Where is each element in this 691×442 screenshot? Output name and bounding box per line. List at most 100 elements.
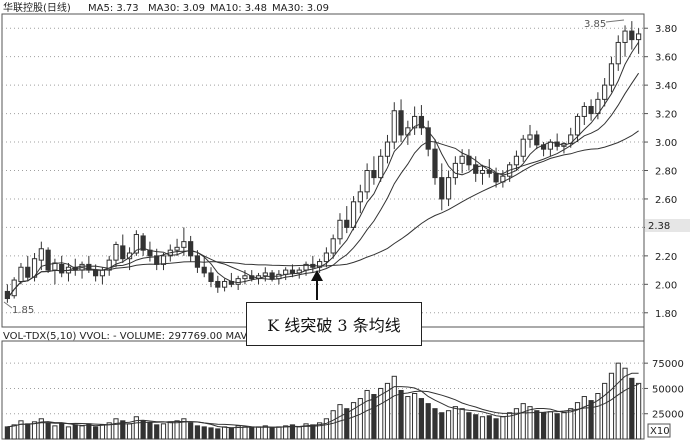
volume-bar-up bbox=[113, 418, 119, 440]
candle-up bbox=[581, 105, 587, 117]
candle-down bbox=[45, 249, 51, 271]
volume-bar-down bbox=[86, 423, 92, 440]
volume-bar-down bbox=[398, 389, 404, 440]
volume-bar-up bbox=[357, 398, 363, 440]
volume-bar-up bbox=[350, 402, 357, 440]
price-tick-label: 2.60 bbox=[655, 195, 677, 206]
volume-bar-up bbox=[636, 382, 642, 440]
candle-up bbox=[445, 177, 452, 200]
high-annotation-arrow bbox=[605, 19, 625, 23]
candle-up bbox=[574, 115, 581, 136]
volume-bar-down bbox=[208, 427, 214, 440]
volume-bar-up bbox=[126, 423, 133, 440]
volume-bar-up bbox=[520, 403, 526, 440]
candle-up bbox=[622, 30, 628, 43]
volume-bar-up bbox=[513, 408, 520, 440]
volume-bar-up bbox=[262, 425, 268, 440]
candle-down bbox=[588, 105, 594, 115]
volume-bar-up bbox=[303, 423, 309, 440]
volume-bar-up bbox=[615, 362, 621, 440]
volume-bar-up bbox=[568, 408, 574, 440]
volume-bar-up bbox=[412, 393, 418, 440]
volume-bar-down bbox=[466, 412, 472, 440]
candle-up bbox=[38, 248, 44, 261]
volume-bar-up bbox=[242, 426, 248, 440]
volume-tick-label: 25000 bbox=[652, 410, 684, 421]
candle-down bbox=[534, 134, 540, 146]
volume-header: VOL-TDX(5,10) VVOL: - VOLUME: 297769.00 … bbox=[3, 331, 247, 342]
breakout-arrow-head bbox=[311, 270, 323, 281]
volume-bar-up bbox=[622, 367, 628, 440]
breakout-callout-text: K 线突破 3 条均线 bbox=[267, 316, 401, 335]
volume-bar-up bbox=[384, 382, 391, 440]
ma30-label-b: MA30: 3.09 bbox=[272, 3, 329, 14]
candle-up bbox=[337, 219, 343, 240]
volume-bar-up bbox=[52, 425, 58, 440]
candle-down bbox=[120, 245, 126, 260]
volume-bar-down bbox=[201, 426, 207, 440]
volume-bar-up bbox=[38, 418, 44, 440]
volume-bar-up bbox=[11, 424, 17, 440]
candle-up bbox=[357, 191, 363, 203]
volume-bar-up bbox=[167, 421, 173, 440]
candle-up bbox=[479, 170, 486, 174]
volume-bar-up bbox=[323, 418, 329, 440]
price-tick-label: 2.80 bbox=[655, 167, 677, 178]
volume-tick-label: 75000 bbox=[652, 359, 684, 370]
candle-down bbox=[418, 115, 425, 129]
candle-down bbox=[93, 269, 99, 277]
volume-bar-up bbox=[31, 421, 38, 440]
candle-up bbox=[364, 170, 370, 193]
volume-bar-up bbox=[405, 396, 411, 440]
breakout-callout: K 线突破 3 条均线 bbox=[246, 302, 422, 346]
volume-bar-up bbox=[581, 396, 587, 440]
candle-down bbox=[398, 110, 404, 136]
candle-up bbox=[133, 234, 139, 254]
volume-bar-down bbox=[154, 424, 160, 440]
volume-bar-down bbox=[93, 426, 99, 440]
volume-unit-label: X10 bbox=[650, 426, 670, 437]
volume-bar-down bbox=[554, 413, 560, 440]
volume-bar-down bbox=[120, 420, 126, 440]
candle-up bbox=[602, 84, 608, 100]
current-price-tag-bg bbox=[645, 219, 690, 232]
volume-bar-up bbox=[391, 375, 397, 440]
volume-bar-down bbox=[140, 420, 146, 440]
volume-bar-down bbox=[289, 424, 296, 440]
candle-down bbox=[59, 263, 65, 274]
volume-bar-up bbox=[160, 423, 167, 440]
candle-down bbox=[473, 164, 479, 174]
volume-bar-down bbox=[228, 427, 234, 440]
ma5-label: MA5: 3.73 bbox=[88, 3, 139, 14]
volume-bar-up bbox=[527, 406, 533, 440]
volume-bar-up bbox=[65, 426, 72, 440]
candle-down bbox=[208, 272, 214, 282]
candle-up bbox=[636, 33, 642, 41]
price-tick-label: 3.80 bbox=[655, 24, 677, 35]
volume-bar-up bbox=[602, 382, 608, 440]
volume-bar-down bbox=[629, 377, 635, 440]
volume-bar-down bbox=[45, 422, 51, 440]
volume-bar-up bbox=[452, 406, 458, 440]
volume-bar-up bbox=[561, 412, 567, 440]
candle-up bbox=[384, 141, 391, 157]
ma10-label: MA10: 3.48 bbox=[210, 3, 267, 14]
candle-up bbox=[391, 110, 397, 143]
candle-down bbox=[432, 148, 438, 179]
volume-bar-up bbox=[283, 425, 289, 440]
volume-bar-up bbox=[174, 420, 180, 440]
volume-bar-up bbox=[364, 389, 370, 440]
candle-up bbox=[459, 155, 465, 164]
volume-bar-down bbox=[588, 400, 594, 440]
price-tick-label: 3.60 bbox=[655, 53, 677, 64]
candle-up bbox=[262, 272, 268, 277]
volume-bar-up bbox=[507, 412, 513, 440]
candle-down bbox=[493, 172, 499, 183]
volume-bar-up bbox=[595, 393, 601, 440]
volume-bar-up bbox=[235, 425, 241, 440]
current-price-tag: 2.38 bbox=[648, 221, 670, 232]
candle-up bbox=[283, 269, 289, 275]
volume-bar-up bbox=[459, 408, 465, 440]
candle-up bbox=[235, 278, 241, 285]
candle-up bbox=[350, 201, 357, 228]
